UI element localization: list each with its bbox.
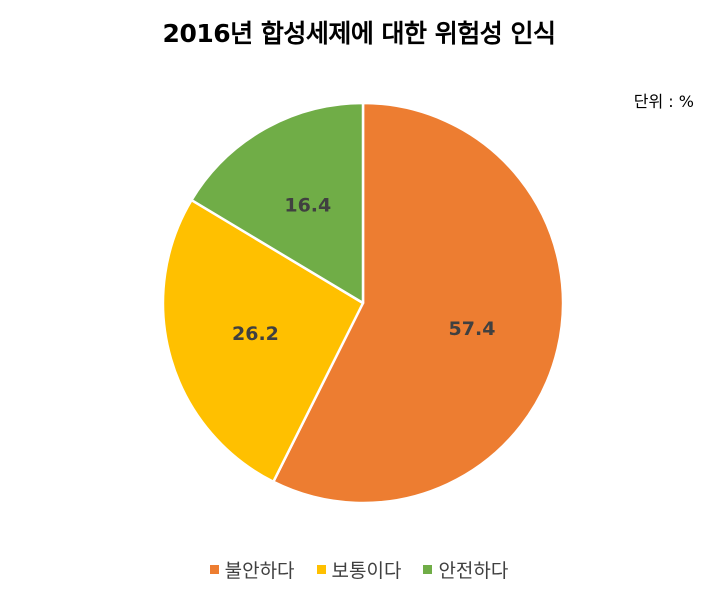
legend-label-1: 불안하다 xyxy=(225,556,295,583)
legend-item-2: 보통이다 xyxy=(317,556,402,583)
legend: 불안하다 보통이다 안전하다 xyxy=(0,556,718,583)
legend-item-1: 불안하다 xyxy=(210,556,295,583)
legend-swatch-1 xyxy=(210,565,219,574)
data-label-3: 16.4 xyxy=(284,195,331,217)
legend-item-3: 안전하다 xyxy=(423,556,508,583)
legend-swatch-3 xyxy=(423,565,432,574)
legend-swatch-2 xyxy=(317,565,326,574)
pie-chart: 57.4 26.2 16.4 xyxy=(0,0,718,540)
legend-label-3: 안전하다 xyxy=(438,556,508,583)
data-label-1: 57.4 xyxy=(449,318,496,340)
data-label-2: 26.2 xyxy=(232,323,279,345)
legend-label-2: 보통이다 xyxy=(332,556,402,583)
